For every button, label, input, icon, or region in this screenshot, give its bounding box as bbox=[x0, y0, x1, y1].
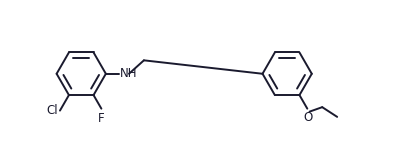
Text: F: F bbox=[98, 112, 105, 125]
Text: O: O bbox=[303, 111, 313, 124]
Text: Cl: Cl bbox=[47, 104, 59, 117]
Text: NH: NH bbox=[120, 67, 138, 79]
